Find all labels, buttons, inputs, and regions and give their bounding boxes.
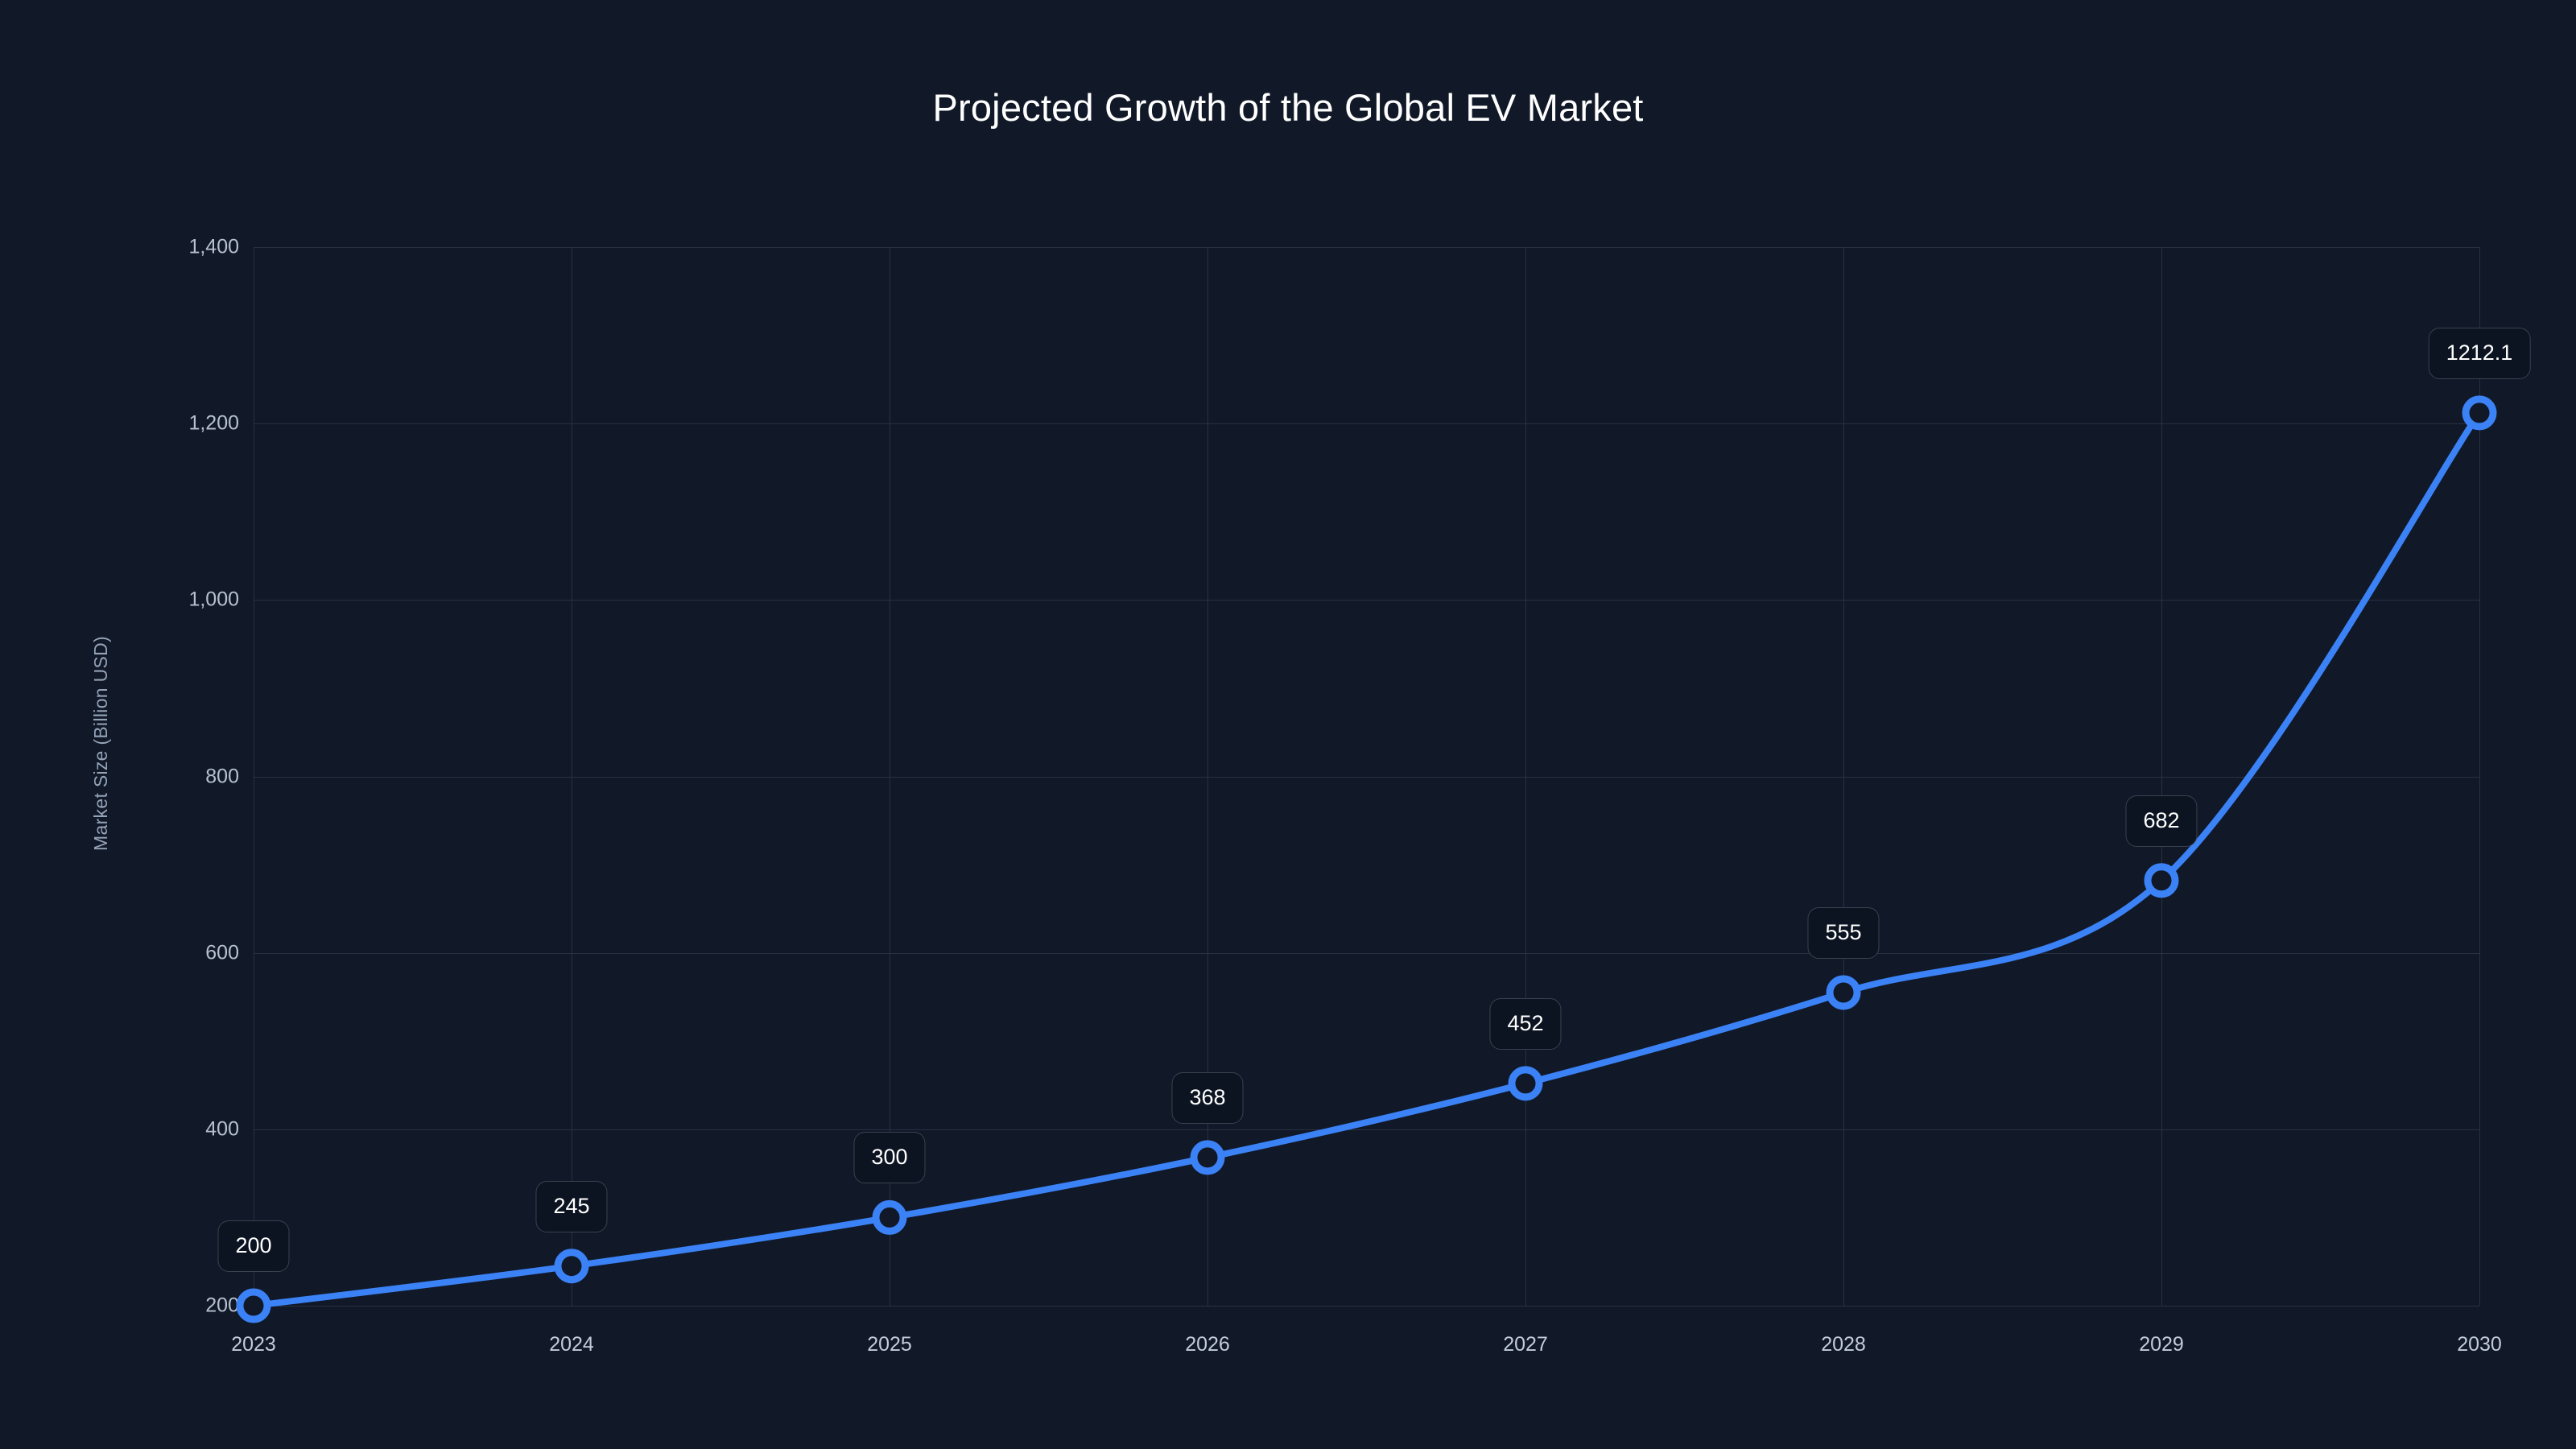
data-point-marker[interactable] bbox=[2462, 395, 2497, 431]
data-point-label: 682 bbox=[2125, 795, 2198, 847]
data-point-marker[interactable] bbox=[1508, 1066, 1543, 1101]
data-point-label: 200 bbox=[217, 1220, 290, 1272]
gridline-horizontal bbox=[254, 1306, 2479, 1307]
gridline-vertical bbox=[1525, 247, 1526, 1306]
x-axis-tick-label: 2027 bbox=[1503, 1333, 1548, 1356]
gridline-horizontal bbox=[254, 600, 2479, 601]
data-point-label: 300 bbox=[853, 1132, 926, 1184]
y-axis-tick-label: 1,000 bbox=[188, 588, 239, 611]
y-axis-tick-label: 1,200 bbox=[188, 411, 239, 435]
data-point-label: 452 bbox=[1489, 997, 1562, 1050]
data-point-marker[interactable] bbox=[872, 1199, 907, 1235]
y-axis-tick-label: 200 bbox=[205, 1294, 239, 1317]
data-point-markers bbox=[236, 395, 2497, 1323]
data-point-label: 368 bbox=[1171, 1071, 1244, 1124]
line-series-svg bbox=[236, 395, 2497, 1323]
y-axis-tick-label: 600 bbox=[205, 941, 239, 964]
x-axis-tick-label: 2025 bbox=[867, 1333, 912, 1356]
plot-area: 200 245 300 368 452 555 682 1212.1 bbox=[217, 247, 2531, 1323]
data-point-label: 1212.1 bbox=[2428, 327, 2531, 379]
x-axis-tick-label: 2023 bbox=[231, 1333, 276, 1356]
data-point-label: 245 bbox=[535, 1180, 608, 1232]
x-axis-tick-label: 2028 bbox=[1821, 1333, 1866, 1356]
gridline-vertical bbox=[2479, 247, 2480, 1306]
x-axis-tick-label: 2029 bbox=[2139, 1333, 2184, 1356]
x-axis-tick-label: 2024 bbox=[549, 1333, 594, 1356]
data-point-marker[interactable] bbox=[1826, 975, 1861, 1010]
gridline-horizontal bbox=[254, 247, 2479, 248]
data-point-marker[interactable] bbox=[2144, 863, 2179, 898]
y-axis-tick-label: 800 bbox=[205, 765, 239, 787]
y-axis-title: Market Size (Billion USD) bbox=[90, 636, 111, 851]
gridline-vertical bbox=[1843, 247, 1844, 1306]
data-point-marker[interactable] bbox=[1190, 1140, 1225, 1175]
line-series-path bbox=[250, 409, 2483, 1309]
gridline-horizontal bbox=[254, 1129, 2479, 1130]
gridline-horizontal bbox=[254, 423, 2479, 425]
x-axis-tick-label: 2026 bbox=[1185, 1333, 1230, 1356]
x-axis-tick-label: 2030 bbox=[2457, 1333, 2502, 1356]
y-axis-tick-label: 1,400 bbox=[188, 235, 239, 258]
gridline-horizontal bbox=[254, 952, 2479, 954]
gridline-horizontal bbox=[254, 776, 2479, 778]
data-point-marker[interactable] bbox=[236, 1288, 271, 1323]
y-axis-tick-label: 400 bbox=[205, 1117, 239, 1141]
data-point-label: 555 bbox=[1807, 906, 1880, 959]
data-point-marker[interactable] bbox=[554, 1249, 589, 1284]
gridline-vertical bbox=[2161, 247, 2162, 1306]
chart-title: Projected Growth of the Global EV Market bbox=[932, 86, 1644, 129]
